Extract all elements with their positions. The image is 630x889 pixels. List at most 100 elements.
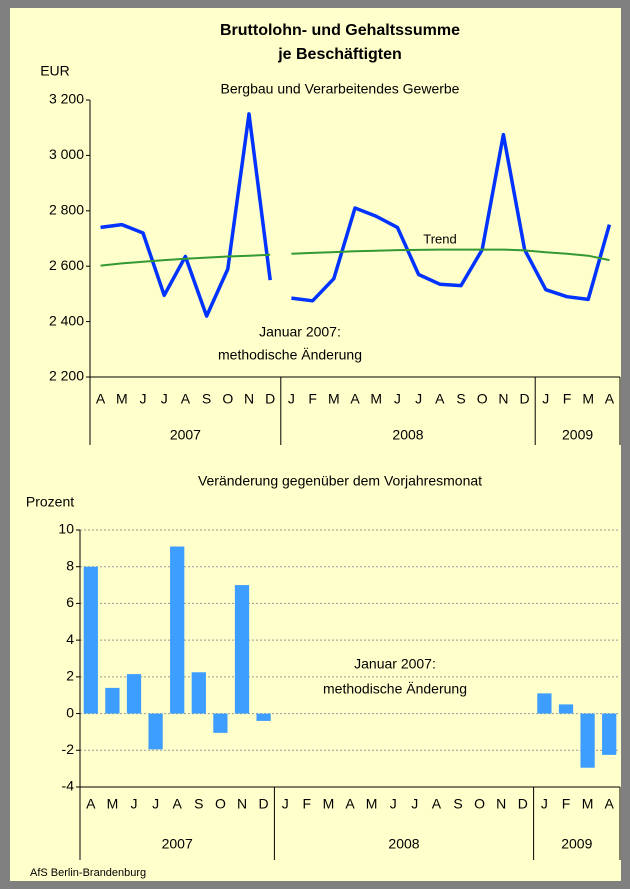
line	[100, 253, 271, 267]
annotation: methodische Änderung	[218, 347, 362, 363]
x-tick-label: S	[202, 391, 211, 407]
x-tick-label: J	[542, 391, 549, 407]
x-tick-label: J	[131, 796, 138, 812]
bar	[580, 713, 595, 768]
x-tick-label: S	[194, 796, 203, 812]
x-tick-label: A	[345, 796, 355, 812]
x-tick-label: J	[152, 796, 159, 812]
x-tick-label: J	[394, 391, 401, 407]
year-label: 2007	[162, 836, 193, 852]
x-tick-label: D	[518, 796, 528, 812]
x-tick-label: J	[415, 391, 422, 407]
y-tick-label: 0	[66, 704, 74, 720]
y-tick-label: 2	[66, 668, 74, 684]
x-tick-label: J	[161, 391, 168, 407]
x-tick-label: O	[474, 796, 485, 812]
year-label: 2008	[392, 427, 423, 443]
bar	[602, 713, 617, 755]
year-label: 2007	[170, 427, 201, 443]
y-tick-label: 10	[58, 521, 74, 537]
x-tick-label: S	[453, 796, 462, 812]
x-tick-label: A	[86, 796, 96, 812]
y-tick-label: -4	[62, 778, 75, 794]
bar	[126, 674, 142, 714]
x-tick-label: A	[605, 391, 615, 407]
subtitle: Veränderung gegenüber dem Vorjahresmonat	[198, 473, 482, 489]
annotation: methodische Änderung	[323, 681, 467, 697]
x-tick-label: O	[222, 391, 233, 407]
x-tick-label: A	[435, 391, 445, 407]
y-tick-label: 2 600	[49, 257, 84, 273]
x-tick-label: F	[303, 796, 312, 812]
subtitle: Bergbau und Verarbeitendes Gewerbe	[221, 81, 460, 97]
y-axis-label: EUR	[40, 63, 70, 79]
x-tick-label: D	[259, 796, 269, 812]
x-tick-label: N	[496, 796, 506, 812]
x-tick-label: A	[96, 391, 106, 407]
line	[291, 248, 610, 262]
x-tick-label: M	[582, 391, 594, 407]
y-tick-label: 2 800	[49, 202, 84, 218]
y-axis-label: Prozent	[26, 494, 74, 510]
year-label: 2008	[388, 836, 419, 852]
x-tick-label: O	[215, 796, 226, 812]
x-tick-label: A	[350, 391, 360, 407]
x-tick-label: M	[107, 796, 119, 812]
x-tick-label: J	[140, 391, 147, 407]
bar	[213, 713, 228, 733]
bar	[83, 566, 98, 714]
x-tick-label: D	[265, 391, 275, 407]
line	[100, 112, 272, 318]
background	[10, 8, 621, 881]
x-tick-label: A	[181, 391, 191, 407]
x-tick-label: M	[116, 391, 128, 407]
y-tick-label: 3 200	[49, 91, 84, 107]
x-tick-label: J	[288, 391, 295, 407]
x-tick-label: D	[520, 391, 530, 407]
x-tick-label: O	[477, 391, 488, 407]
x-tick-label: N	[498, 391, 508, 407]
x-tick-label: J	[282, 796, 289, 812]
x-tick-label: N	[237, 796, 247, 812]
x-tick-label: F	[562, 796, 571, 812]
annotation: Januar 2007:	[259, 324, 341, 340]
bar	[148, 713, 163, 750]
year-label: 2009	[561, 836, 592, 852]
bar	[537, 693, 552, 714]
y-tick-label: 8	[66, 557, 74, 573]
y-tick-label: 2 200	[49, 368, 84, 384]
x-tick-label: F	[563, 391, 572, 407]
y-tick-label: 2 400	[49, 312, 84, 328]
x-tick-label: N	[244, 391, 254, 407]
x-tick-label: M	[328, 391, 340, 407]
line	[291, 132, 612, 303]
x-tick-label: M	[366, 796, 378, 812]
bar	[191, 672, 206, 714]
x-tick-label: M	[582, 796, 594, 812]
footer: AfS Berlin-Brandenburg	[30, 867, 146, 879]
x-tick-label: S	[456, 391, 465, 407]
x-tick-label: F	[308, 391, 317, 407]
x-tick-label: A	[605, 796, 615, 812]
y-tick-label: 4	[66, 631, 74, 647]
x-tick-label: J	[390, 796, 397, 812]
bar	[234, 585, 250, 714]
x-tick-label: M	[323, 796, 335, 812]
bar	[105, 687, 120, 714]
x-tick-label: A	[173, 796, 183, 812]
x-tick-label: J	[411, 796, 418, 812]
x-tick-label: A	[432, 796, 442, 812]
x-tick-label: M	[370, 391, 382, 407]
y-tick-label: 3 000	[49, 146, 84, 162]
year-label: 2009	[562, 427, 593, 443]
bar	[170, 546, 185, 714]
y-tick-label: 6	[66, 594, 74, 610]
bar	[256, 713, 271, 721]
x-tick-label: J	[541, 796, 548, 812]
annotation: Trend	[423, 231, 456, 246]
bar	[558, 704, 574, 714]
chart-title: Bruttolohn- und Gehaltssumme	[220, 22, 460, 39]
chart-title: je Beschäftigten	[277, 46, 402, 63]
annotation: Januar 2007:	[354, 656, 436, 672]
